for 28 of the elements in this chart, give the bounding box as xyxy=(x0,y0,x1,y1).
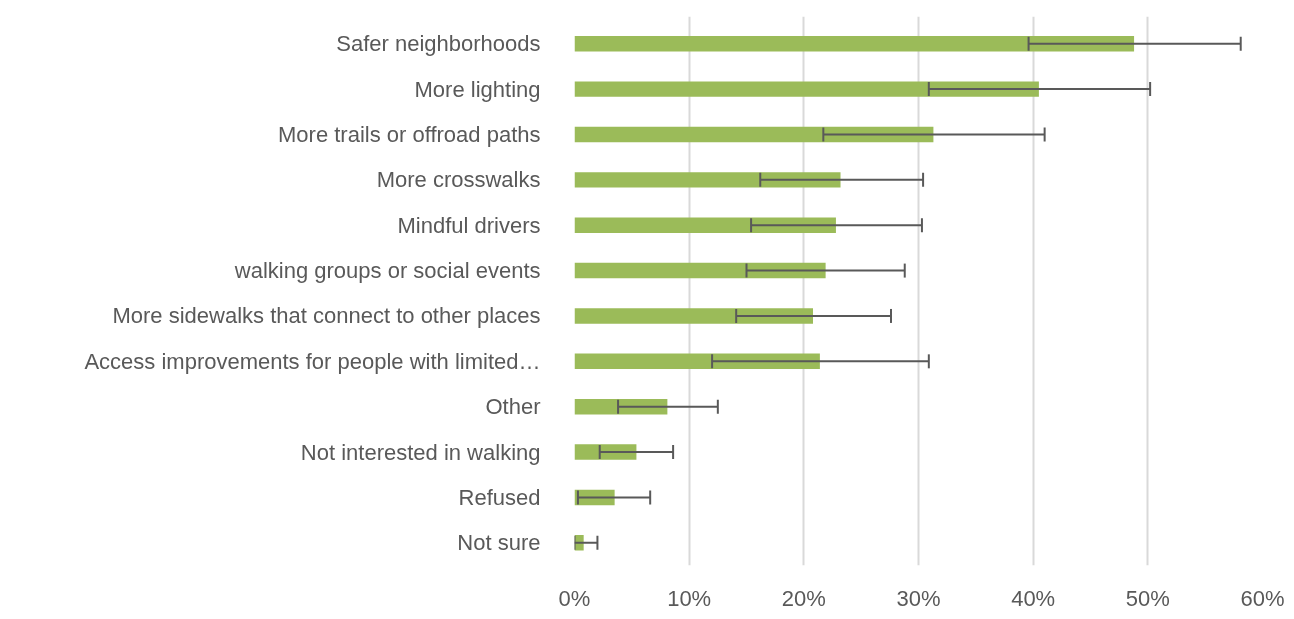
x-tick-label: 50% xyxy=(1125,585,1170,611)
y-tick-label: Other xyxy=(485,394,541,420)
bar xyxy=(574,444,637,460)
bar xyxy=(574,308,814,324)
bar xyxy=(574,353,820,370)
bar xyxy=(574,36,1135,52)
x-tick-label: 30% xyxy=(896,585,941,611)
bar xyxy=(574,126,934,143)
y-tick-label: Access improvements for people with limited… xyxy=(84,348,541,374)
x-tick-label: 20% xyxy=(781,585,826,611)
y-tick-label: More sidewalks that connect to other places xyxy=(112,303,541,329)
y-tick-label: Mindful drivers xyxy=(397,212,541,238)
bar xyxy=(574,81,1039,97)
bar xyxy=(574,262,826,279)
x-tick-label: 60% xyxy=(1240,585,1285,611)
y-tick-label: Refused xyxy=(458,484,541,510)
y-tick-label: More lighting xyxy=(414,76,541,102)
x-tick-label: 40% xyxy=(1011,585,1056,611)
y-tick-label: Not interested in walking xyxy=(300,439,541,465)
bar xyxy=(574,172,841,188)
bar xyxy=(574,217,836,233)
y-tick-label: Safer neighborhoods xyxy=(336,31,541,57)
x-tick-label: 10% xyxy=(667,585,712,611)
y-tick-label: Not sure xyxy=(457,530,541,556)
y-tick-label: More trails or offroad paths xyxy=(278,121,541,147)
y-tick-label: More crosswalks xyxy=(376,167,541,193)
x-tick-label: 0% xyxy=(558,585,591,611)
y-tick-label: walking groups or social events xyxy=(233,258,541,284)
